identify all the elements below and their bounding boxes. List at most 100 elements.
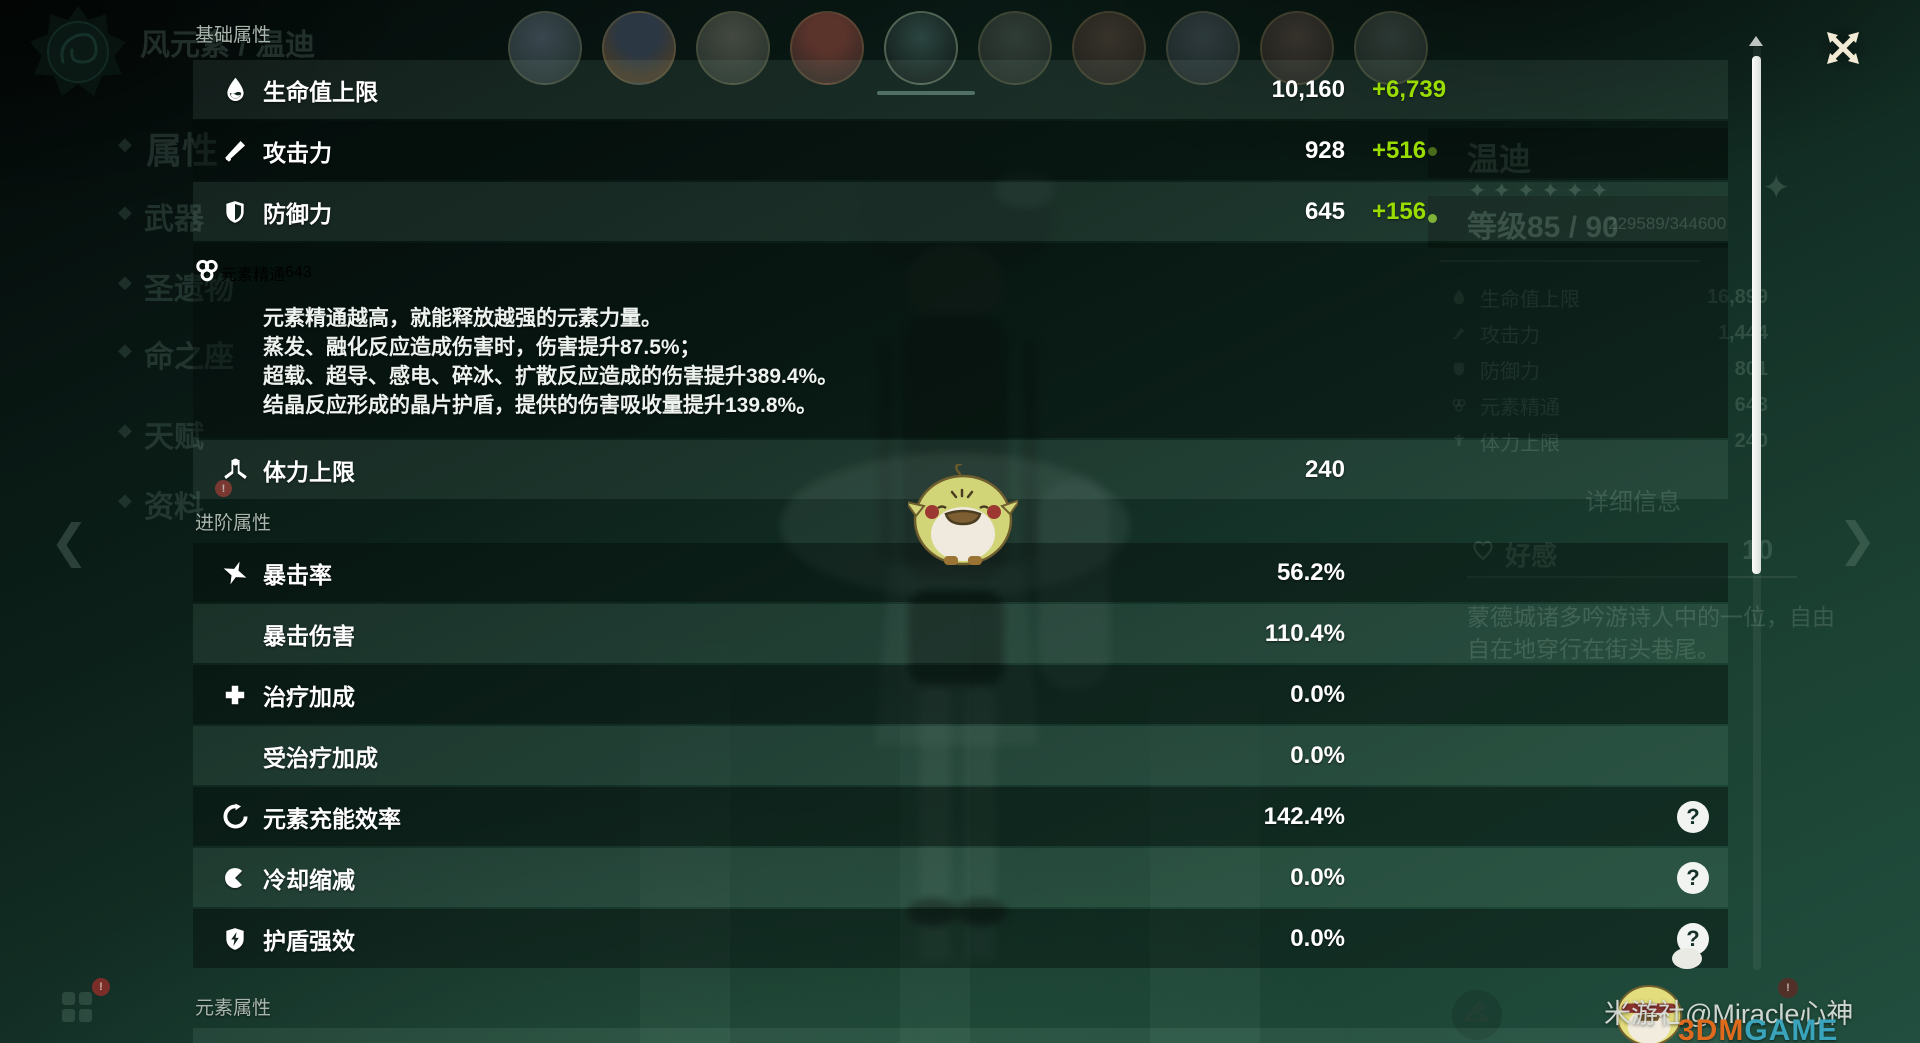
character-bio-line: 自在地穿行在街头巷尾。	[1467, 636, 1720, 662]
logo-game: GAME	[1744, 1014, 1839, 1043]
menu-bullet: ◆	[118, 202, 132, 222]
sidebar-item-talents[interactable]: 天赋	[144, 421, 204, 454]
elemental-mastery-icon	[193, 256, 221, 289]
party-grid-icon[interactable]	[62, 992, 92, 1022]
stat-label: 攻击力	[263, 139, 332, 166]
stat-label: 冷却缩减	[263, 866, 355, 893]
stat-value: 0.0%	[1290, 741, 1345, 769]
avatar[interactable]	[696, 11, 770, 85]
selected-avatar-underline	[877, 91, 975, 95]
menu-bullet: ◆	[118, 134, 132, 154]
site-logo: 3DMGAME	[1678, 1014, 1838, 1043]
character-bio-line: 蒙德城诸多吟游诗人中的一位，自由	[1467, 604, 1835, 630]
avatar[interactable]	[602, 11, 676, 85]
page-title: 风元素 / 温迪	[140, 29, 316, 62]
elemental-mastery-icon	[1450, 396, 1472, 414]
stat-label: 体力上限	[263, 458, 355, 485]
logo-3dm: 3DM	[1678, 1014, 1745, 1043]
avatar[interactable]	[508, 11, 582, 85]
stat-value: 0.0%	[1290, 863, 1345, 891]
stat-row-shield-strength: 护盾强效 0.0% ?	[193, 909, 1728, 968]
def-icon	[1450, 360, 1472, 378]
indicator-dot	[1428, 214, 1437, 223]
stat-label: 元素充能效率	[263, 805, 401, 832]
sidebar-item-artifacts[interactable]: 圣遗物	[144, 273, 234, 306]
stat-delta: +516	[1372, 136, 1427, 164]
watermark-blob	[1672, 948, 1702, 969]
character-exp: 229589/344600	[1608, 214, 1727, 233]
scrollbar-thumb[interactable]	[1752, 56, 1761, 574]
close-button[interactable]	[1817, 22, 1869, 74]
sidebar-item-weapon[interactable]: 武器	[144, 203, 204, 236]
stat-label: 生命值上限	[263, 78, 378, 105]
stat-label: 元素精通	[221, 266, 286, 284]
sidebar-item-profile[interactable]: 资料	[144, 491, 204, 524]
section-header-advanced: 进阶属性	[195, 513, 272, 534]
stat-value: 10,160	[1271, 75, 1345, 103]
friendship-label: 好感	[1505, 541, 1558, 571]
stat-row-energy-recharge: 元素充能效率 142.4% ?	[193, 787, 1728, 846]
name-band	[1428, 128, 1728, 178]
stat-value: 0.0%	[1290, 924, 1345, 952]
energy-recharge-icon	[220, 803, 250, 830]
stat-delta: +6,739	[1372, 75, 1447, 103]
hp-icon	[220, 76, 250, 103]
stat-row-cooldown-reduction: 冷却缩减 0.0% ?	[193, 848, 1728, 907]
panel-stat-label: 攻击力	[1480, 324, 1540, 347]
sidebar-item-constellation[interactable]: 命之座	[144, 341, 234, 374]
shield-strength-icon	[220, 926, 250, 952]
atk-icon	[1450, 324, 1472, 342]
element-sparkle-icon: ✦	[1762, 169, 1791, 207]
panel-stat-label: 体力上限	[1480, 432, 1560, 455]
help-icon[interactable]: ?	[1677, 800, 1709, 833]
stat-delta: +156	[1372, 197, 1427, 225]
em-desc-line: 蒸发、融化反应造成伤害时，伤害提升87.5%；	[263, 336, 701, 359]
sidebar-item-attributes[interactable]: 属性	[146, 130, 219, 171]
atk-icon	[220, 137, 250, 164]
em-desc-line: 结晶反应形成的晶片护盾，提供的伤害吸收量提升139.8%。	[263, 394, 818, 417]
avatar[interactable]	[1260, 11, 1334, 85]
stat-value: 643	[285, 263, 312, 281]
stat-label: 暴击伤害	[263, 622, 355, 649]
stat-row-hp: 生命值上限 10,160 +6,739	[193, 60, 1728, 119]
rarity-stars: ✦✦✦✦✦✦	[1468, 178, 1615, 203]
close-icon	[1827, 32, 1859, 64]
panel-stat-label: 生命值上限	[1480, 288, 1580, 311]
divider	[1467, 576, 1797, 578]
scrollbar-up-arrow[interactable]	[1749, 36, 1763, 46]
avatar-selected[interactable]	[884, 11, 958, 85]
next-character-arrow[interactable]: ❯	[1838, 513, 1877, 565]
level-band	[1428, 196, 1728, 248]
stat-label: 护盾强效	[263, 927, 355, 954]
avatar[interactable]	[790, 11, 864, 85]
grid-notification-badge: !	[92, 978, 110, 996]
outfit-button[interactable]	[1452, 990, 1502, 1040]
avatar[interactable]	[1166, 11, 1240, 85]
help-icon[interactable]: ?	[1677, 861, 1709, 894]
hp-icon	[1450, 288, 1472, 306]
stat-row-elemental-mastery: 元素精通 643 元素精通越高，就能释放越强的元素力量。 蒸发、融化反应造成伤害…	[193, 243, 1728, 438]
em-desc-line: 元素精通越高，就能释放越强的元素力量。	[263, 307, 662, 330]
section-header-basic: 基础属性	[195, 25, 272, 46]
character-level: 等级85 / 90	[1467, 211, 1619, 244]
stat-row-def: 防御力 645 +156	[193, 182, 1728, 241]
avatar[interactable]	[1354, 11, 1428, 85]
avatar[interactable]	[978, 11, 1052, 85]
anemo-element-emblem	[30, 6, 126, 96]
menu-bullet: ◆	[118, 490, 132, 510]
detail-info-button[interactable]: 详细信息	[1585, 489, 1681, 516]
stat-row-incoming-healing: 受治疗加成 0.0%	[193, 726, 1728, 785]
menu-bullet: ◆	[118, 272, 132, 292]
stat-value: 142.4%	[1263, 802, 1345, 830]
indicator-dot	[1428, 147, 1437, 156]
elemental-mastery-description: 元素精通越高，就能释放越强的元素力量。 蒸发、融化反应造成伤害时，伤害提升87.…	[263, 304, 1728, 420]
stamina-icon	[1450, 432, 1472, 450]
avatar[interactable]	[1072, 11, 1146, 85]
menu-bullet: ◆	[118, 340, 132, 360]
panel-stat-label: 防御力	[1480, 360, 1540, 383]
stat-value: 645	[1304, 197, 1345, 225]
section-header-elemental: 元素属性	[195, 998, 272, 1019]
prev-character-arrow[interactable]: ❮	[50, 515, 89, 567]
stat-value: 56.2%	[1276, 558, 1345, 586]
